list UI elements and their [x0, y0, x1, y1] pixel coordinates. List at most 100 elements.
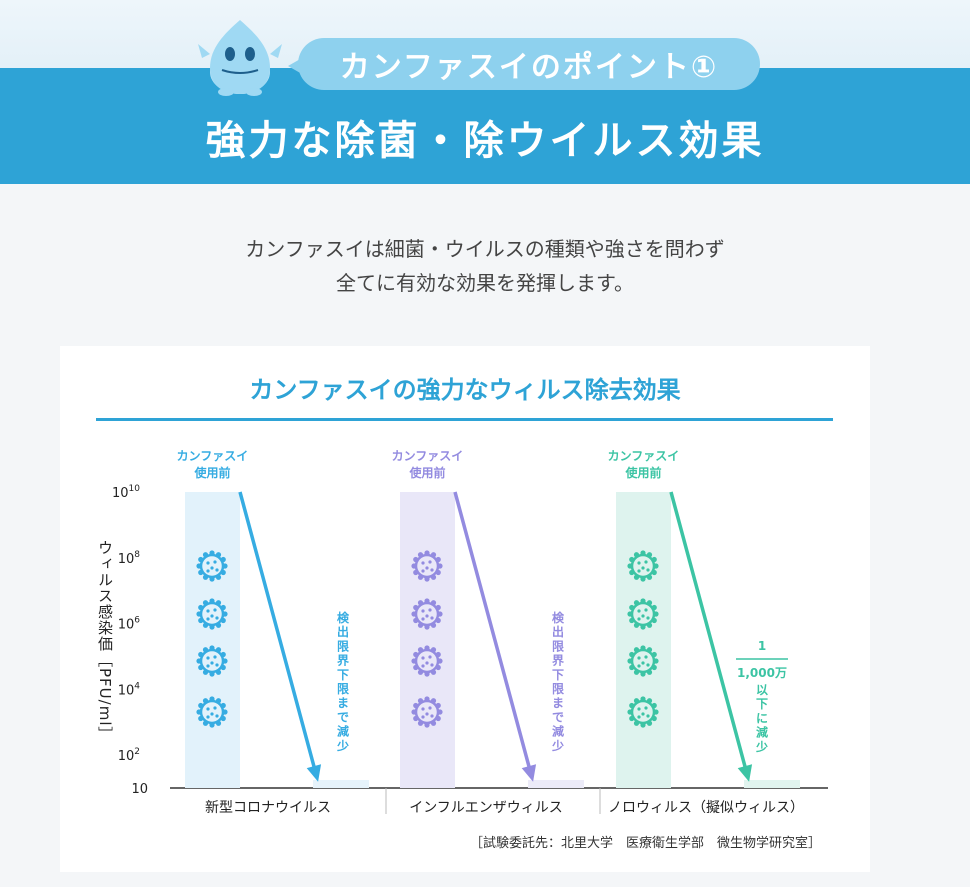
virus-dot — [637, 715, 641, 719]
virus-dot — [428, 706, 432, 710]
virus-dot — [206, 617, 210, 621]
virus-dot — [210, 661, 214, 665]
after-bar-label: 少 — [755, 739, 768, 754]
after-bar-label: 下 — [756, 697, 768, 711]
virus-dot — [206, 715, 210, 719]
virus-dot — [210, 566, 214, 570]
reduction-arrow — [238, 491, 318, 775]
after-bar — [744, 780, 800, 788]
y-tick-label: 10 — [131, 782, 148, 797]
virus-dot — [637, 664, 641, 668]
after-bar-label: に — [756, 711, 768, 725]
before-bar-label: カンファスイ — [392, 449, 464, 463]
virus-dot — [421, 656, 425, 660]
after-bar-label: 検 — [552, 610, 565, 625]
after-bar-label: ま — [552, 696, 564, 710]
virus-dot — [637, 561, 641, 565]
virus-dot — [206, 569, 210, 573]
before-bar-label: 使用前 — [193, 465, 230, 480]
after-bar-label: 減 — [756, 725, 768, 740]
reduction-arrow — [669, 491, 749, 775]
virus-dot — [428, 608, 432, 612]
virus-icon — [630, 553, 656, 579]
virus-dot — [644, 608, 648, 612]
y-tick-label: 102 — [118, 747, 140, 764]
y-axis-label: ウィルス感染価［PFU/ml］ — [96, 540, 114, 743]
virus-dot — [637, 617, 641, 621]
virus-dot — [421, 707, 425, 711]
y-tick-label: 106 — [118, 616, 141, 633]
after-bar-label: 限 — [337, 638, 349, 653]
chart-title: カンファスイの強力なウィルス除去効果 — [249, 376, 681, 404]
virus-dot — [644, 655, 648, 659]
virus-dot — [428, 560, 432, 564]
fraction-denominator: 1,000万 — [737, 666, 787, 680]
before-bar-label: 使用前 — [408, 465, 445, 480]
virus-icon — [414, 699, 440, 725]
virus-dot — [421, 561, 425, 565]
before-bar — [616, 492, 671, 788]
before-bar-label: カンファスイ — [608, 449, 680, 463]
arrow-head — [737, 764, 753, 782]
before-bar — [400, 492, 455, 788]
virus-dot — [425, 661, 429, 665]
before-bar — [185, 492, 240, 788]
virus-dot — [637, 609, 641, 613]
arrow-head — [306, 764, 322, 782]
lead-text: カンファスイは細菌・ウイルスの種類や強さを問わず 全てに有効な効果を発揮します。 — [0, 232, 970, 300]
virus-dot — [213, 560, 217, 564]
lead-line-1: カンファスイは細菌・ウイルスの種類や強さを問わず — [245, 237, 725, 261]
virus-dot — [646, 616, 650, 620]
after-bar-label: 下 — [552, 668, 564, 682]
y-tick-label: 108 — [118, 550, 141, 567]
virus-dot — [421, 664, 425, 668]
virus-icon — [414, 648, 440, 674]
virus-dot — [421, 609, 425, 613]
virus-dot — [421, 617, 425, 621]
virus-dot — [428, 655, 432, 659]
after-bar-label: 検 — [337, 610, 350, 625]
virus-dot — [210, 712, 214, 716]
after-bar-label: ま — [337, 696, 349, 710]
reduction-arrow — [453, 491, 533, 775]
after-bar-label: 限 — [337, 681, 349, 696]
virus-dot — [421, 715, 425, 719]
after-bar — [313, 780, 369, 788]
virus-dot — [646, 663, 650, 667]
virus-icon — [414, 553, 440, 579]
before-bar-label: カンファスイ — [177, 449, 249, 463]
virus-dot — [646, 568, 650, 572]
virus-dot — [213, 608, 217, 612]
virus-dot — [430, 663, 434, 667]
arrow-head — [521, 764, 537, 782]
virus-dot — [430, 616, 434, 620]
virus-dot — [215, 714, 219, 718]
after-bar-label: 限 — [552, 638, 564, 653]
virus-dot — [430, 568, 434, 572]
virus-dot — [206, 656, 210, 660]
virus-icon — [199, 601, 225, 627]
virus-dot — [213, 655, 217, 659]
after-bar-label: 界 — [552, 653, 564, 668]
virus-dot — [637, 707, 641, 711]
virus-dot — [213, 706, 217, 710]
virus-dot — [215, 568, 219, 572]
after-bar-label: 以 — [756, 683, 768, 697]
virus-dot — [430, 714, 434, 718]
after-bar-label: 下 — [337, 668, 349, 682]
virus-dot — [637, 569, 641, 573]
virus-dot — [425, 712, 429, 716]
lead-line-2: 全てに有効な効果を発揮します。 — [336, 271, 634, 295]
virus-icon — [630, 601, 656, 627]
before-bar-label: 使用前 — [624, 465, 661, 480]
virus-icon — [199, 553, 225, 579]
virus-icon — [414, 601, 440, 627]
after-bar-label: 界 — [337, 653, 349, 668]
virus-dot — [215, 663, 219, 667]
y-tick-label: 1010 — [112, 484, 140, 501]
after-bar-label: で — [337, 710, 349, 724]
virus-icon — [630, 648, 656, 674]
page-title: 強力な除菌・除ウイルス効果 — [205, 118, 765, 164]
after-bar-label: 減 — [552, 724, 564, 739]
